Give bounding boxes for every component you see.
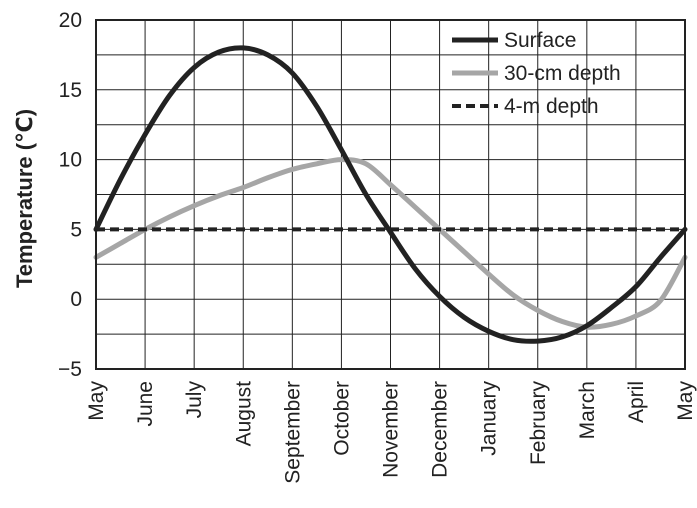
x-tick-label: July (183, 381, 206, 419)
plot-frame (95, 19, 686, 370)
x-tick-label: October (330, 381, 353, 456)
legend-item-1: 30-cm depth (452, 62, 621, 85)
legend: Surface 30-cm depth 4-m depth (452, 29, 621, 118)
x-tick-label: April (625, 381, 648, 423)
series-line-0 (93, 45, 688, 344)
y-tick-label: 5 (70, 218, 82, 241)
y-tick-label: −5 (58, 358, 82, 381)
legend-label: Surface (504, 29, 576, 52)
x-tick-label: November (380, 381, 403, 478)
x-tick-label: January (478, 381, 501, 456)
x-tick-labels: May June July August September October Novembe… (85, 381, 697, 484)
legend-label: 4-m depth (504, 95, 599, 118)
x-tick-label: February (527, 381, 550, 466)
y-tick-label: 15 (59, 79, 82, 102)
x-tick-label: May (85, 381, 108, 421)
x-tick-label: May (674, 381, 697, 421)
y-tick-label: 20 (59, 9, 82, 32)
legend-label: 30-cm depth (504, 62, 621, 85)
legend-item-0: Surface (452, 29, 576, 52)
x-tick-label: March (576, 381, 599, 439)
y-tick-label: 0 (70, 288, 82, 311)
grid (96, 20, 685, 369)
x-tick-label: September (281, 381, 304, 484)
y-axis-label: Temperature (℃) (12, 109, 37, 288)
legend-item-2: 4-m depth (452, 95, 599, 118)
series-lines (93, 45, 688, 344)
x-tick-label: June (134, 381, 157, 427)
x-tick-label: August (232, 381, 255, 447)
x-tick-label: December (429, 381, 452, 478)
y-tick-label: 10 (59, 149, 82, 172)
y-tick-labels: 20 15 10 5 0 −5 (58, 9, 82, 381)
